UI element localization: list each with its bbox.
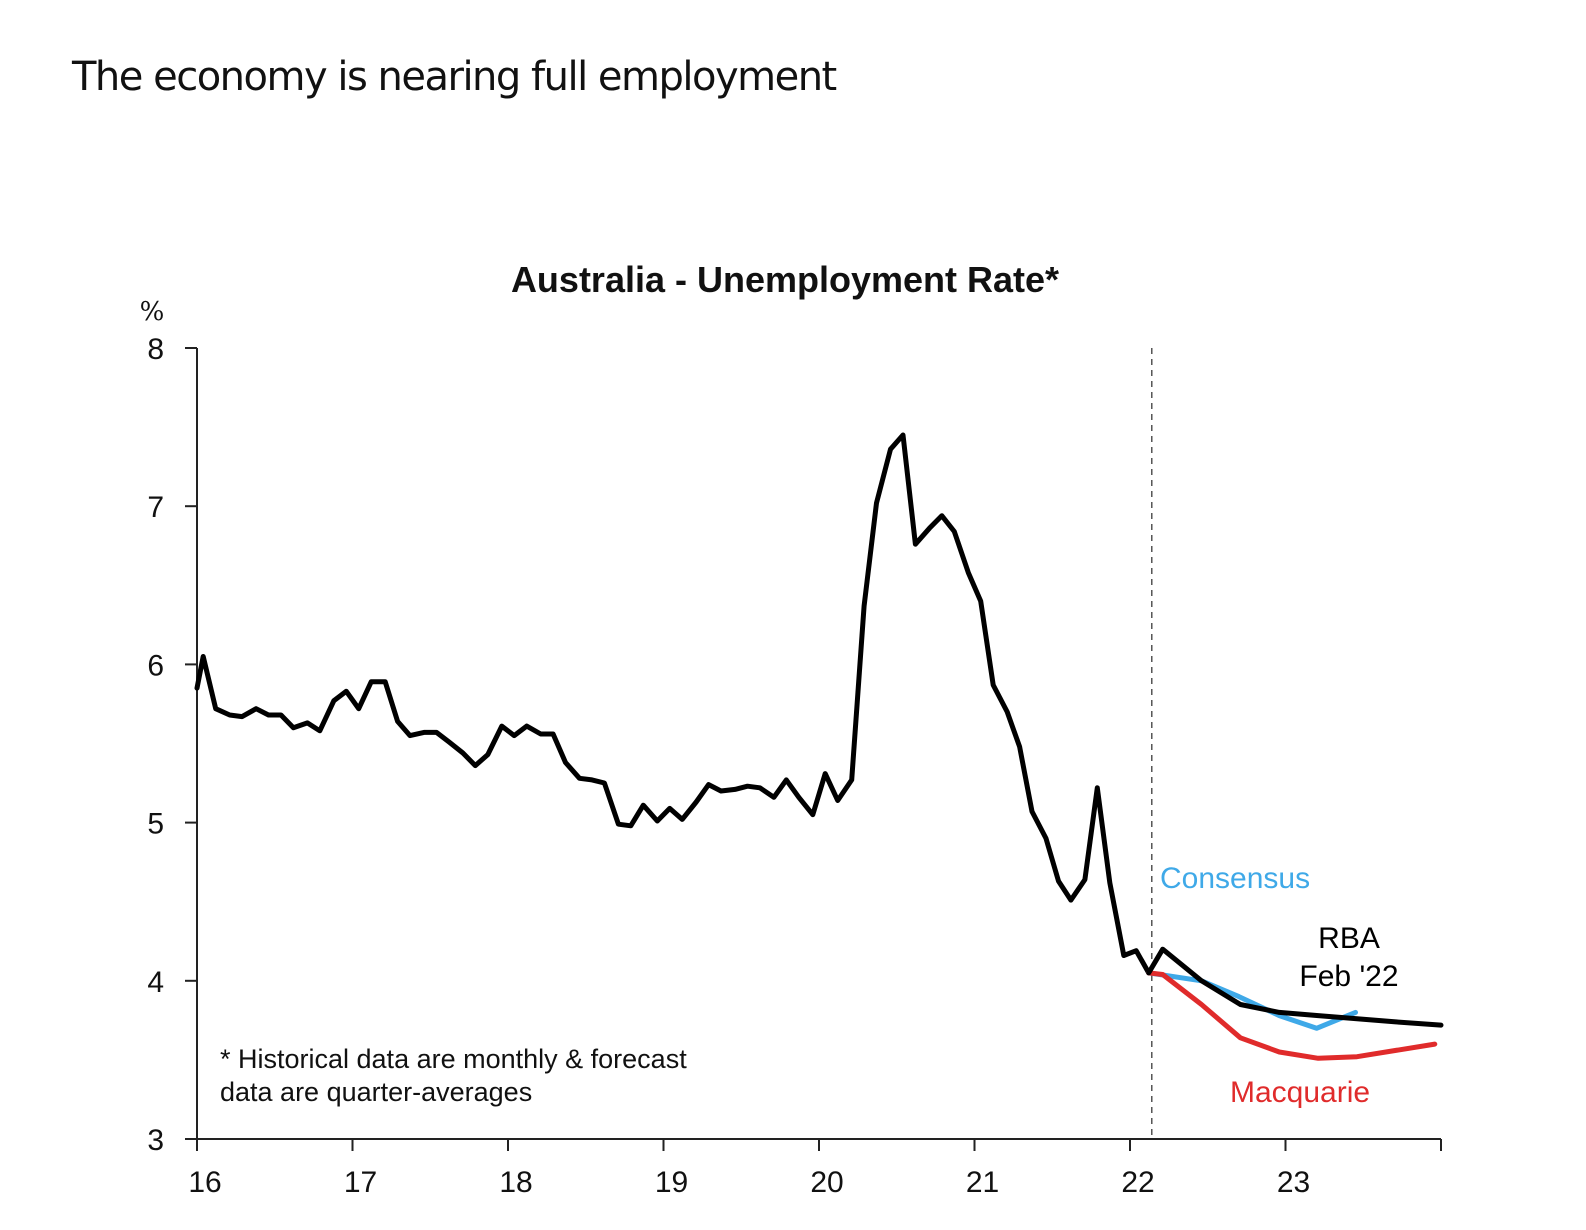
- footnote-line-2: data are quarter-averages: [220, 1077, 532, 1107]
- series-label-rba-line-2: Feb '22: [1299, 960, 1398, 993]
- y-tick-label: 3: [147, 1124, 164, 1157]
- chart-title: Australia - Unemployment Rate*: [511, 259, 1059, 300]
- chart-axes: 3 4 5 6 7 8 16 17 18 19 20 21 22 23: [147, 333, 1442, 1199]
- x-tick-label: 16: [188, 1166, 221, 1199]
- series-line-historical: [194, 432, 1152, 976]
- page-headline: The economy is nearing full employment: [72, 54, 837, 100]
- x-tick-label: 17: [344, 1166, 377, 1199]
- x-tick-label: 20: [810, 1166, 843, 1199]
- series-line-rba: [1146, 946, 1444, 1028]
- series-label-consensus: Consensus: [1160, 862, 1310, 895]
- y-tick-label: 6: [147, 649, 164, 682]
- series-label-rba-line-1: RBA: [1318, 922, 1380, 955]
- series-layer: [194, 432, 1444, 1061]
- chart-footnote: * Historical data are monthly & forecast…: [220, 1044, 687, 1107]
- series-line-macquarie: [1146, 970, 1438, 1061]
- x-tick-label: 22: [1121, 1166, 1154, 1199]
- y-axis-unit: %: [140, 297, 165, 327]
- series-label-macquarie: Macquarie: [1230, 1076, 1370, 1109]
- footnote-line-1: * Historical data are monthly & forecast: [220, 1044, 687, 1074]
- y-tick-label: 4: [147, 966, 164, 999]
- y-tick-label: 5: [147, 808, 164, 841]
- x-tick-label: 18: [499, 1166, 532, 1199]
- x-tick-label: 21: [966, 1166, 999, 1199]
- y-tick-label: 8: [147, 333, 164, 366]
- y-tick-label: 7: [147, 491, 164, 524]
- x-tick-label: 23: [1277, 1166, 1310, 1199]
- x-tick-label: 19: [655, 1166, 688, 1199]
